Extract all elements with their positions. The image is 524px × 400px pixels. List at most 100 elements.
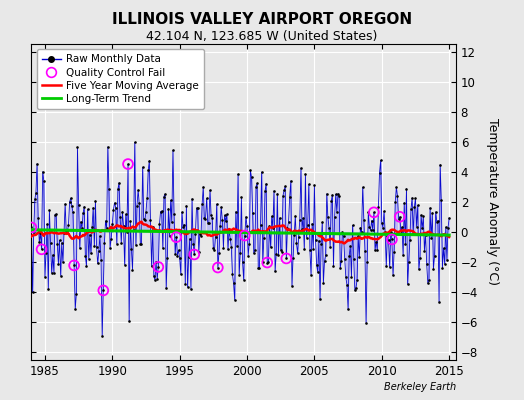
Point xyxy=(372,238,380,245)
Point xyxy=(201,216,210,222)
Point xyxy=(50,270,58,276)
Point xyxy=(27,224,36,231)
Point xyxy=(269,224,277,231)
Point xyxy=(187,286,195,292)
Point xyxy=(112,204,120,211)
Point xyxy=(356,224,365,231)
Point xyxy=(354,232,363,239)
Point xyxy=(310,182,319,188)
Point xyxy=(207,212,215,218)
Point xyxy=(363,259,372,265)
Point xyxy=(332,191,340,198)
Point xyxy=(123,229,131,235)
Point xyxy=(307,272,315,278)
Point xyxy=(181,281,190,287)
Text: Berkeley Earth: Berkeley Earth xyxy=(384,382,456,392)
Point xyxy=(365,224,374,230)
Point xyxy=(164,205,172,212)
Point xyxy=(315,238,323,244)
Point xyxy=(443,257,451,263)
Point xyxy=(138,164,147,170)
Text: ILLINOIS VALLEY AIRPORT OREGON: ILLINOIS VALLEY AIRPORT OREGON xyxy=(112,12,412,27)
Point xyxy=(293,250,302,256)
Point xyxy=(205,220,213,226)
Point xyxy=(44,286,52,292)
Point xyxy=(316,296,324,303)
Point xyxy=(348,222,357,228)
Point xyxy=(203,219,212,226)
Point xyxy=(379,224,387,231)
Point xyxy=(331,214,339,220)
Y-axis label: Temperature Anomaly (°C): Temperature Anomaly (°C) xyxy=(486,118,499,286)
Point xyxy=(219,245,227,251)
Point xyxy=(328,192,336,198)
Point xyxy=(33,160,41,167)
Point xyxy=(242,214,250,220)
Point xyxy=(106,244,114,251)
Point xyxy=(238,259,247,265)
Point xyxy=(367,217,376,224)
Point xyxy=(63,228,72,234)
Point xyxy=(160,193,168,200)
Point xyxy=(345,252,353,259)
Point xyxy=(237,194,246,200)
Point xyxy=(383,233,391,239)
Point xyxy=(351,287,359,293)
Point xyxy=(262,180,270,187)
Point xyxy=(82,263,91,270)
Point xyxy=(125,318,133,324)
Point xyxy=(199,184,208,190)
Point xyxy=(302,234,311,241)
Point xyxy=(162,285,170,291)
Point xyxy=(81,252,90,259)
Point xyxy=(89,204,97,211)
Point xyxy=(320,258,329,264)
Point xyxy=(191,231,200,237)
Point xyxy=(387,228,395,235)
Point xyxy=(224,246,232,253)
Point xyxy=(402,186,411,192)
Point xyxy=(236,249,245,256)
Point xyxy=(134,187,143,193)
Point xyxy=(215,250,223,256)
Point xyxy=(113,240,121,247)
Point xyxy=(35,239,43,246)
Point xyxy=(341,256,349,262)
Point xyxy=(111,200,119,206)
Point xyxy=(151,277,159,283)
Point xyxy=(300,246,309,252)
Point xyxy=(441,261,449,267)
Point xyxy=(142,208,150,215)
Point xyxy=(177,271,185,277)
Point xyxy=(252,183,260,190)
Point xyxy=(266,244,275,250)
Point xyxy=(296,217,304,223)
Point xyxy=(53,240,61,247)
Point xyxy=(206,187,214,194)
Point xyxy=(398,224,406,230)
Point xyxy=(445,215,453,221)
Point xyxy=(70,262,78,269)
Point xyxy=(62,228,70,234)
Point xyxy=(83,206,92,212)
Point xyxy=(66,199,74,205)
Point xyxy=(323,190,331,197)
Point xyxy=(155,221,163,228)
Point xyxy=(326,243,334,250)
Point xyxy=(128,266,137,273)
Point xyxy=(64,222,73,228)
Point xyxy=(234,171,242,178)
Point xyxy=(250,247,259,254)
Point xyxy=(153,276,161,282)
Point xyxy=(280,187,288,194)
Point xyxy=(249,250,258,256)
Point xyxy=(350,256,358,262)
Point xyxy=(282,255,290,262)
Point xyxy=(444,225,452,231)
Point xyxy=(389,272,397,279)
Point xyxy=(93,260,102,267)
Point xyxy=(290,232,298,238)
Point xyxy=(97,257,105,264)
Point xyxy=(362,320,370,326)
Point xyxy=(347,274,356,281)
